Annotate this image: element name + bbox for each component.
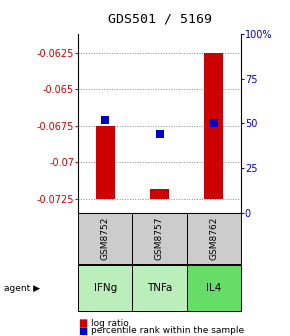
Bar [78, 265, 133, 311]
Point [157, 132, 162, 137]
Bar [78, 213, 133, 264]
Text: IFNg: IFNg [94, 283, 117, 293]
Bar [133, 265, 186, 311]
Bar [150, 188, 169, 199]
Text: log ratio: log ratio [91, 319, 129, 328]
Bar [96, 126, 115, 199]
Text: GSM8762: GSM8762 [209, 217, 218, 260]
Text: percentile rank within the sample: percentile rank within the sample [91, 327, 244, 335]
Text: IL4: IL4 [206, 283, 221, 293]
Point [211, 121, 216, 126]
Bar [186, 265, 241, 311]
Text: ■: ■ [78, 326, 88, 336]
Point [103, 117, 108, 123]
Bar [186, 213, 241, 264]
Bar [133, 213, 186, 264]
Text: agent ▶: agent ▶ [4, 284, 40, 293]
Text: GDS501 / 5169: GDS501 / 5169 [108, 13, 211, 26]
Text: GSM8752: GSM8752 [101, 217, 110, 260]
Text: GSM8757: GSM8757 [155, 217, 164, 260]
Text: ■: ■ [78, 318, 88, 328]
Bar [204, 53, 223, 199]
Text: TNFa: TNFa [147, 283, 172, 293]
